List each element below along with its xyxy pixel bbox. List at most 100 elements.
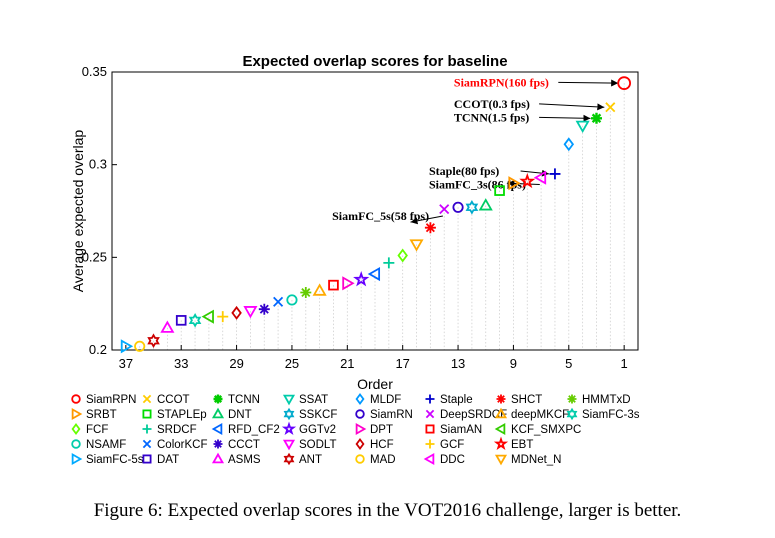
legend-label: GGTv2 <box>299 424 336 436</box>
annotation-label: Staple(80 fps) <box>429 164 499 178</box>
x-tick-label: 37 <box>119 356 133 371</box>
x-tick-label: 33 <box>174 356 188 371</box>
data-point-hcf <box>231 305 242 320</box>
x-tick-label: 17 <box>395 356 409 371</box>
x-tick-label: 1 <box>621 356 628 371</box>
legend-marker-rfd-cf2 <box>211 422 223 436</box>
data-point-ssat <box>575 120 590 134</box>
data-point-staplep <box>494 185 505 196</box>
legend-label: MLDF <box>370 394 401 406</box>
legend-marker-kcf-smxpc <box>494 422 506 436</box>
legend-label: deepMKCF <box>511 409 569 421</box>
legend-marker-ddc <box>423 452 435 466</box>
chart-title: Expected overlap scores for baseline <box>242 53 507 70</box>
legend-marker-nsamf <box>71 439 81 449</box>
annotation-label: SiamFC_3s(86 fps) <box>429 177 526 191</box>
legend-marker-dpt <box>355 422 367 436</box>
data-points <box>120 76 632 354</box>
data-point-srbt <box>508 176 521 191</box>
data-point-ggtv2 <box>353 271 370 287</box>
legend-marker-dnt <box>211 407 225 419</box>
data-point-siamfc-5s <box>120 339 134 354</box>
data-point-ant <box>147 333 160 348</box>
legend-label: NSAMF <box>86 439 126 451</box>
legend-marker-ccot <box>142 394 152 404</box>
x-tick-label: 25 <box>285 356 299 371</box>
legend-label: MAD <box>370 454 396 466</box>
data-point-dat <box>175 315 187 326</box>
y-tick-label: 0.3 <box>89 157 107 172</box>
data-point-rfd-cf2 <box>367 266 381 282</box>
legend-marker-srdcf <box>142 424 152 434</box>
x-tick-label: 13 <box>451 356 465 371</box>
legend-marker-siamrpn <box>71 394 81 404</box>
legend-marker-siamfc-5s <box>71 452 83 466</box>
axis-ticks: 37 33 29 25 21 17 13 9 5 1 0.2 0.25 0.3 0.35 <box>82 64 628 371</box>
legend-label: DAT <box>157 454 179 466</box>
data-point-ccot <box>605 102 616 113</box>
legend-label: SSAT <box>299 394 328 406</box>
data-point-mad <box>134 340 146 352</box>
legend-label: KCF_SMXPC <box>511 424 581 436</box>
legend-marker-ggtv2 <box>281 421 297 435</box>
legend-label: SiamAN <box>440 424 482 436</box>
data-point-siamfc-3s <box>188 312 202 328</box>
legend-label: HMMTxD <box>582 394 631 406</box>
data-point-colorkcf <box>273 296 284 307</box>
legend-marker-fcf <box>71 423 81 435</box>
legend-label: FCF <box>86 424 108 436</box>
legend-label: SRDCF <box>157 424 197 436</box>
x-tick-label: 9 <box>510 356 517 371</box>
legend-marker-colorkcf <box>142 439 152 449</box>
annotations: SiamRPN(160 fps) CCOT(0.3 fps)TCNN(1.5 fp… <box>332 75 619 225</box>
legend-label: SODLT <box>299 439 337 451</box>
legend-label: SiamRN <box>370 409 413 421</box>
data-point-nsamf <box>286 294 298 306</box>
legend-label: MDNet_N <box>511 454 561 466</box>
annotation-label: TCNN(1.5 fps) <box>454 110 529 124</box>
legend-marker-asms <box>211 452 225 464</box>
data-point-sskcf <box>465 200 479 215</box>
data-point-mdnet-n <box>409 239 424 252</box>
legend-marker-siaman <box>425 424 435 434</box>
legend-label: Staple <box>440 394 473 406</box>
legend-marker-gcf <box>425 439 435 449</box>
legend-label: RFD_CF2 <box>228 424 280 436</box>
legend-label: SSKCF <box>299 409 337 421</box>
annotation-arrow <box>507 179 540 187</box>
data-point-srdcf <box>383 257 395 269</box>
data-point-hmmtxd <box>300 287 312 298</box>
legend-label: DNT <box>228 409 252 421</box>
legend-marker-sskcf <box>283 407 295 421</box>
legend-marker-staple <box>425 394 435 404</box>
annotation-arrow <box>539 103 605 111</box>
x-tick-label: 21 <box>340 356 354 371</box>
legend-marker-ccct <box>213 439 223 449</box>
legend-marker-mdnet-n <box>494 454 508 466</box>
y-tick-label: 0.2 <box>89 342 107 357</box>
legend-label: CCCT <box>228 439 260 451</box>
legend-label: DPT <box>370 424 393 436</box>
annotation-label: SiamFC_5s(58 fps) <box>332 209 429 223</box>
data-point-siaman <box>328 279 339 291</box>
legend-label: SiamFC-5s <box>86 454 144 466</box>
legend-marker-dat <box>142 454 152 464</box>
legend-label: ANT <box>299 454 322 466</box>
y-tick-label: 0.35 <box>82 64 107 79</box>
annotation-label: CCOT(0.3 fps) <box>454 97 530 111</box>
legend-label: DDC <box>440 454 465 466</box>
legend-marker-mad <box>355 454 365 464</box>
data-point-siamrn <box>452 201 464 213</box>
data-point-ebt <box>519 172 536 189</box>
data-point-tcnn <box>591 112 602 124</box>
data-point-dnt <box>478 198 493 211</box>
legend-marker-srbt <box>71 407 83 421</box>
legend-label: SiamFC-3s <box>582 409 640 421</box>
legend-marker-tcnn <box>213 394 223 404</box>
annotation-arrow <box>558 79 619 87</box>
annotation-arrow <box>539 114 591 122</box>
legend-label: TCNN <box>228 394 260 406</box>
data-point-kcf-smxpc <box>201 309 214 324</box>
legend-marker-hmmtxd <box>567 394 577 404</box>
y-tick-label: 0.25 <box>82 249 107 264</box>
